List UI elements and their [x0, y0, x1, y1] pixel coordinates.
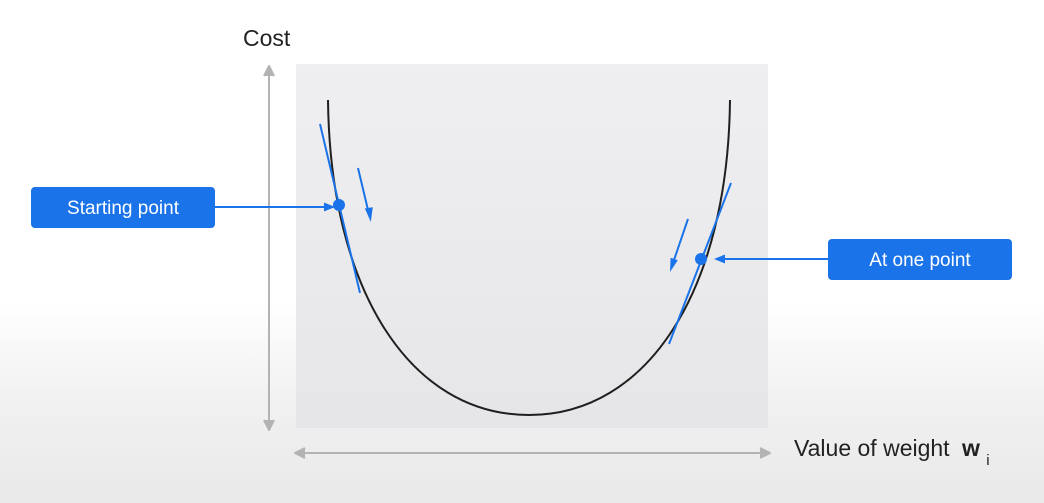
- at-one-point-label-box: [828, 239, 1012, 280]
- x-axis-label-text: Value of weight: [794, 435, 950, 461]
- at-one-point-callout: At one point: [828, 239, 1012, 280]
- starting-point-marker: [333, 199, 345, 211]
- descent-direction-arrow-right: [670, 218, 689, 272]
- x-axis-label-subscript: i: [986, 452, 989, 469]
- starting-point-pointer-arrow: [215, 202, 335, 212]
- starting-point-label-box: [31, 187, 215, 228]
- starting-point-label: Starting point: [67, 198, 180, 219]
- starting-point-callout: Starting point: [31, 187, 215, 228]
- at-one-point-pointer-arrow: [714, 254, 828, 264]
- x-axis-label-symbol: w: [961, 435, 980, 461]
- x-axis-arrow: [294, 447, 771, 459]
- descent-direction-arrow-left: [357, 167, 373, 222]
- y-axis-arrow: [263, 65, 275, 431]
- current-point-marker: [695, 253, 707, 265]
- y-axis-label: Cost: [243, 25, 291, 51]
- plot-panel: [296, 64, 768, 428]
- x-axis-label: Value of weight w i: [794, 435, 990, 469]
- at-one-point-label: At one point: [869, 250, 971, 271]
